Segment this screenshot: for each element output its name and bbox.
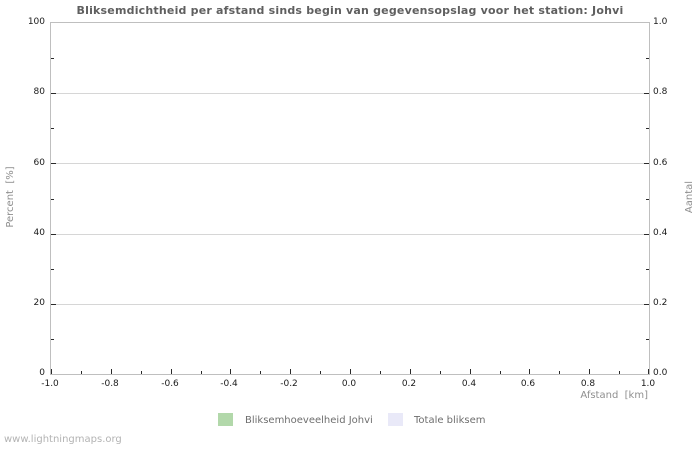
x-tick-label: -0.6 (161, 379, 179, 389)
x-tick-label: 0.6 (520, 379, 536, 389)
legend-label-totale-bliksem: Totale bliksem (414, 415, 486, 426)
y-right-tick-label: 0.8 (653, 87, 668, 97)
plot-area (50, 22, 650, 375)
tick-mark (646, 128, 649, 129)
tick-mark (320, 371, 321, 374)
y-left-tick-label: 20 (33, 298, 45, 308)
tick-mark (500, 371, 501, 374)
x-tick-label: 0.8 (580, 379, 596, 389)
y-left-tick-label: 60 (33, 158, 45, 168)
tick-mark (470, 369, 471, 374)
tick-mark (646, 199, 649, 200)
tick-mark (644, 163, 649, 164)
gridline (51, 304, 649, 305)
y-right-tick-label: 0.2 (653, 298, 668, 308)
y-left-axis-title: Percent [%] (5, 166, 16, 228)
y-right-tick-label: 0.0 (653, 368, 668, 378)
tick-mark (646, 339, 649, 340)
tick-mark (619, 371, 620, 374)
tick-mark (51, 269, 54, 270)
tick-mark (81, 371, 82, 374)
gridline (51, 163, 649, 164)
tick-mark (51, 58, 54, 59)
y-left-tick-label: 80 (33, 87, 45, 97)
x-tick-label: -0.4 (220, 379, 238, 389)
tick-mark (380, 371, 381, 374)
tick-mark (111, 369, 112, 374)
tick-mark (260, 371, 261, 374)
tick-mark (646, 269, 649, 270)
x-tick-label: 1.0 (640, 379, 656, 389)
y-left-tick-label: 100 (27, 17, 45, 27)
tick-mark (51, 199, 54, 200)
tick-mark (410, 369, 411, 374)
gridline (51, 93, 649, 94)
tick-mark (51, 339, 54, 340)
tick-mark (230, 369, 231, 374)
legend-label-bliksemhoeveelheid: Bliksemhoeveelheid Johvi (245, 415, 373, 426)
y-right-axis-title: Aantal (684, 180, 695, 214)
legend-swatch-totale-bliksem (388, 413, 403, 426)
tick-mark (559, 371, 560, 374)
tick-mark (141, 371, 142, 374)
tick-mark (644, 234, 649, 235)
tick-mark (589, 369, 590, 374)
x-tick-label: -0.8 (101, 379, 119, 389)
tick-mark (644, 304, 649, 305)
x-tick-label: -1.0 (41, 379, 59, 389)
tick-mark (51, 304, 56, 305)
tick-mark (201, 371, 202, 374)
legend-swatch-bliksemhoeveelheid (218, 413, 233, 426)
y-right-tick-label: 0.4 (653, 228, 668, 238)
tick-mark (51, 234, 56, 235)
tick-mark (51, 163, 56, 164)
tick-mark (51, 93, 56, 94)
tick-mark (529, 369, 530, 374)
x-tick-label: 0.4 (461, 379, 477, 389)
y-right-tick-label: 1.0 (653, 17, 668, 27)
x-tick-label: 0.0 (341, 379, 357, 389)
tick-mark (51, 369, 52, 374)
tick-mark (290, 369, 291, 374)
tick-mark (350, 369, 351, 374)
tick-mark (648, 369, 649, 374)
chart-title: Bliksemdichtheid per afstand sinds begin… (76, 4, 624, 17)
y-left-tick-label: 40 (33, 228, 45, 238)
tick-mark (171, 369, 172, 374)
watermark-link[interactable]: www.lightningmaps.org (4, 434, 122, 445)
tick-mark (440, 371, 441, 374)
gridline (51, 234, 649, 235)
y-right-tick-label: 0.6 (653, 158, 668, 168)
tick-mark (644, 93, 649, 94)
x-tick-label: 0.2 (401, 379, 417, 389)
y-left-tick-label: 0 (39, 368, 45, 378)
x-tick-label: -0.2 (280, 379, 298, 389)
tick-mark (51, 128, 54, 129)
x-axis-title: Afstand [km] (580, 390, 648, 401)
tick-mark (646, 58, 649, 59)
